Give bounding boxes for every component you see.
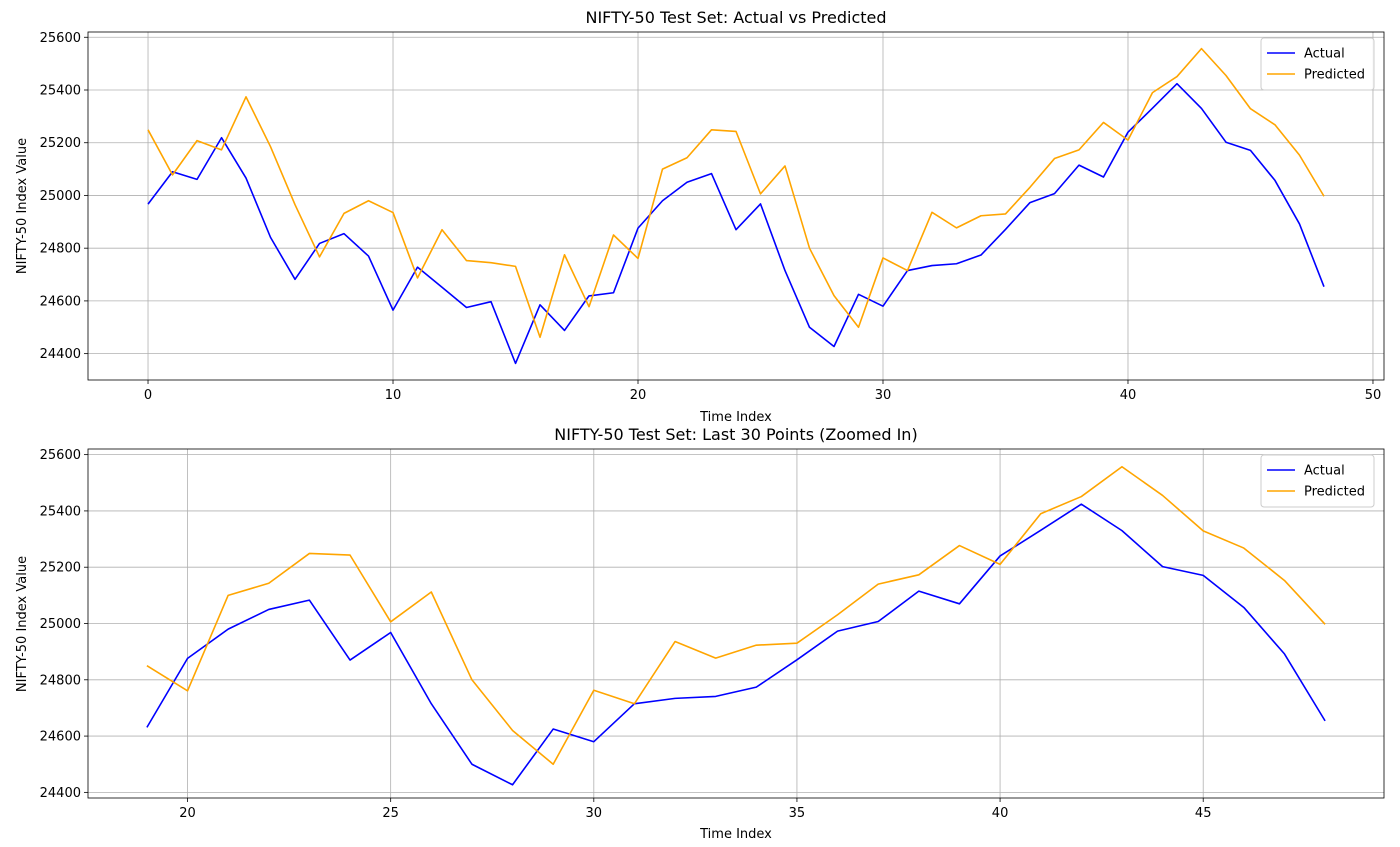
series-lines xyxy=(147,47,1325,365)
y-tick-label: 24600 xyxy=(40,730,81,745)
y-tick-label: 24800 xyxy=(40,673,81,688)
chart-title: NIFTY-50 Test Set: Last 30 Points (Zoome… xyxy=(554,425,917,444)
series-line-actual xyxy=(147,82,1325,365)
y-tick-label: 25600 xyxy=(40,448,81,463)
x-tick-label: 30 xyxy=(586,806,603,821)
y-axis-label: NIFTY-50 Index Value xyxy=(15,138,30,274)
y-tick-label: 25000 xyxy=(40,617,81,632)
y-tick-label: 25200 xyxy=(40,136,81,151)
plot-frame xyxy=(87,31,1385,381)
y-tick-label: 25000 xyxy=(40,189,81,204)
x-tick-label: 40 xyxy=(1120,388,1137,403)
y-tick-label: 25200 xyxy=(40,561,81,576)
x-tick-label: 10 xyxy=(385,388,402,403)
y-axis-ticks: 24400 24600 24800 25000 25200 25400 25600 xyxy=(40,31,88,362)
gridlines xyxy=(88,449,1384,798)
chart-title: NIFTY-50 Test Set: Actual vs Predicted xyxy=(585,8,886,27)
x-axis-ticks: 20 25 30 35 40 45 xyxy=(179,798,1211,821)
x-tick-label: 20 xyxy=(179,806,196,821)
y-tick-label: 24600 xyxy=(40,294,81,309)
legend-label-actual: Actual xyxy=(1304,464,1345,479)
chart-panel-actual-vs-predicted: NIFTY-50 Test Set: Actual vs Predicted T… xyxy=(15,8,1385,425)
legend-label-predicted: Predicted xyxy=(1304,68,1365,83)
x-tick-label: 35 xyxy=(789,806,806,821)
legend: Actual Predicted xyxy=(1260,454,1375,508)
x-axis-label: Time Index xyxy=(699,410,772,425)
chart-panel-zoomed: NIFTY-50 Test Set: Last 30 Points (Zoome… xyxy=(15,425,1385,842)
x-tick-label: 40 xyxy=(992,806,1009,821)
x-tick-label: 25 xyxy=(382,806,399,821)
legend-label-actual: Actual xyxy=(1304,47,1345,62)
y-tick-label: 25400 xyxy=(40,504,81,519)
x-tick-label: 45 xyxy=(1195,806,1212,821)
plot-frame xyxy=(87,448,1385,799)
x-axis-label: Time Index xyxy=(699,827,772,842)
series-lines xyxy=(146,465,1326,786)
gridlines xyxy=(88,32,1384,380)
y-axis-label: NIFTY-50 Index Value xyxy=(15,556,30,692)
y-tick-label: 25400 xyxy=(40,84,81,99)
x-tick-label: 0 xyxy=(144,388,152,403)
series-line-actual xyxy=(146,503,1326,786)
series-line-predicted xyxy=(147,47,1325,339)
legend-label-predicted: Predicted xyxy=(1304,485,1365,500)
y-tick-label: 24800 xyxy=(40,242,81,257)
legend-box xyxy=(1260,37,1375,91)
series-line-predicted xyxy=(146,465,1326,766)
y-tick-label: 24400 xyxy=(40,347,81,362)
legend-box xyxy=(1260,454,1375,508)
x-tick-label: 20 xyxy=(630,388,647,403)
x-tick-label: 50 xyxy=(1365,388,1382,403)
y-tick-label: 25600 xyxy=(40,31,81,46)
y-tick-label: 24400 xyxy=(40,786,81,801)
y-axis-ticks: 24400 24600 24800 25000 25200 25400 25600 xyxy=(40,448,88,801)
legend: Actual Predicted xyxy=(1260,37,1375,91)
x-axis-ticks: 0 10 20 30 40 50 xyxy=(144,380,1381,403)
x-tick-label: 30 xyxy=(875,388,892,403)
